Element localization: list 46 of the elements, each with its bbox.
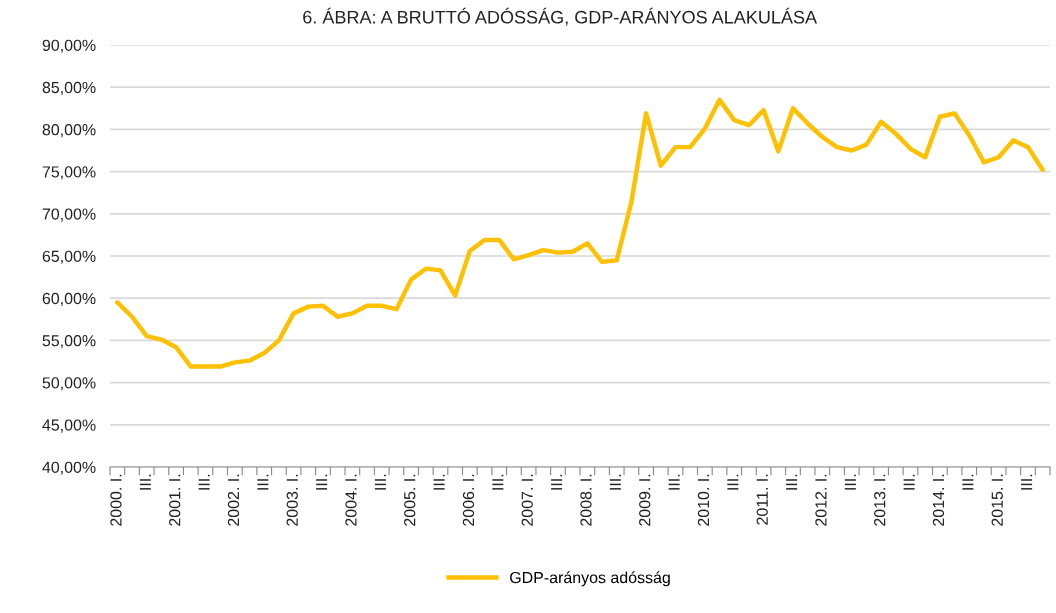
x-tick-label: 2001. I. <box>169 474 181 526</box>
x-tick-label: III. <box>316 474 328 490</box>
x-tick-label: 2014. I. <box>932 474 945 526</box>
x-tick-label: 2011. I. <box>756 474 768 525</box>
x-tick-label: 2012. I. <box>815 474 827 526</box>
y-tick-label: 40,00% <box>42 461 96 475</box>
x-tick-label: 2013. I. <box>874 474 886 526</box>
x-tick-label: 2015. I. <box>991 474 1003 526</box>
x-tick-label: III. <box>844 474 856 490</box>
x-tick-label: 2003. I. <box>286 474 298 526</box>
x-tick-label: 2006. I. <box>462 474 475 526</box>
x-tick-label: III. <box>492 474 504 490</box>
line-series <box>115 97 1045 369</box>
y-tick-label: 60,00% <box>42 292 96 307</box>
x-tick-label: III. <box>609 474 621 490</box>
x-tick-label: 2002. I. <box>227 474 240 526</box>
y-tick-label: 75,00% <box>42 166 96 180</box>
x-tick-label: 2007. I. <box>521 474 533 526</box>
x-tick-label: III. <box>668 474 680 490</box>
y-tick-label: 85,00% <box>42 81 96 96</box>
y-tick-label: 45,00% <box>42 419 96 433</box>
x-tick-label: III. <box>139 474 151 490</box>
legend-label: GDP-arányos adósság <box>510 571 670 587</box>
x-tick-label: III. <box>1021 474 1033 490</box>
x-tick-label: III. <box>903 474 915 490</box>
x-tick-label: III. <box>374 474 386 490</box>
x-tick-label: III. <box>551 474 563 490</box>
x-tick-label: III. <box>257 474 269 490</box>
y-tick-label: 50,00% <box>42 377 96 391</box>
x-tick-label: III. <box>962 474 974 490</box>
x-tick-label: III. <box>786 474 798 490</box>
y-tick-label: 55,00% <box>42 335 96 349</box>
y-tick-label: 90,00% <box>42 39 96 53</box>
y-tick-label: 80,00% <box>42 124 96 138</box>
x-tick-label: III. <box>727 474 739 490</box>
x-tick-label: 2000. I. <box>110 474 122 526</box>
x-tick-label: III. <box>198 474 210 490</box>
chart-title: 6. ÁBRA: A BRUTTÓ ADÓSSÁG, GDP-ARÁNYOS ALAKULÁSA <box>303 7 818 26</box>
x-tick-label: 2008. I. <box>580 474 592 526</box>
x-tick-label: 2010. I. <box>697 474 710 526</box>
x-tick-label: 2004. I. <box>345 474 357 526</box>
x-tick-label: 2009. I. <box>639 474 651 526</box>
y-tick-label: 70,00% <box>42 208 96 222</box>
x-tick-label: III. <box>433 474 445 490</box>
x-tick-label: 2005. I. <box>404 474 416 526</box>
y-tick-label: 65,00% <box>42 250 96 264</box>
